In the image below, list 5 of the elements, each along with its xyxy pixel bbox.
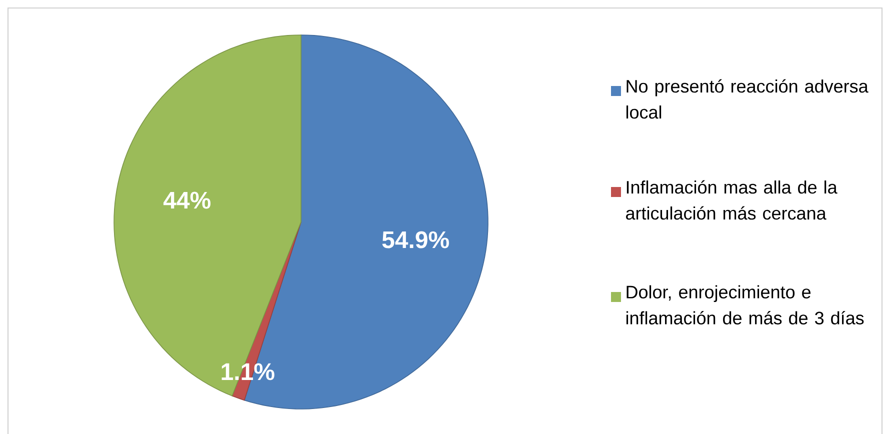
legend-label: Dolor, enrojecimiento e inflamación de más de 3 días <box>626 285 864 324</box>
data-label: 54.9% <box>382 231 449 248</box>
legend-label: No presentó reacción adversa local <box>626 79 868 119</box>
data-label: 44% <box>163 192 210 209</box>
legend-label: Inflamación mas alla de la articulación más cercana <box>626 180 838 220</box>
